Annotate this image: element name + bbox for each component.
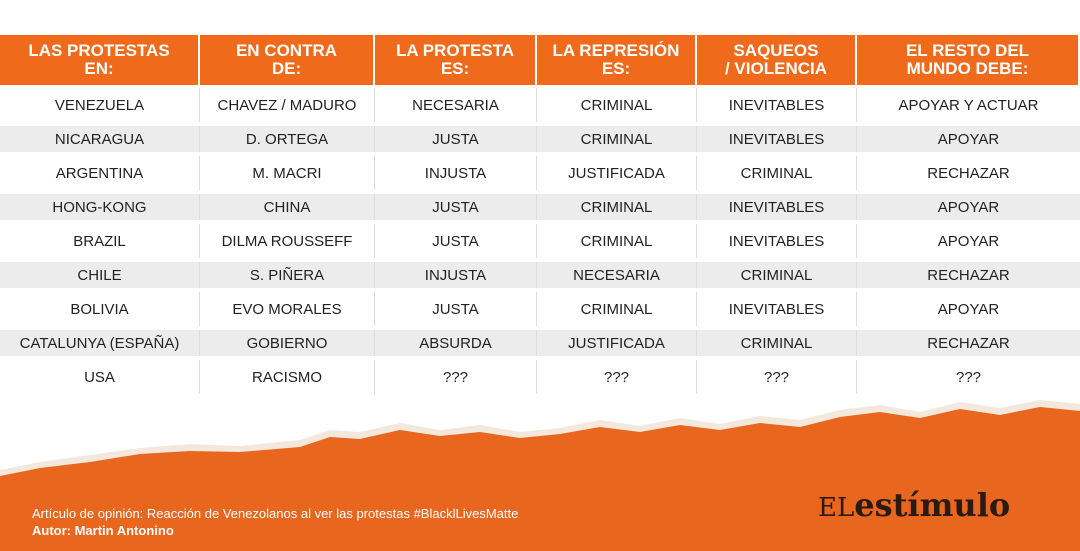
table-row: ARGENTINA M. MACRI INJUSTA JUSTIFICADA CRIMI… <box>0 156 1080 190</box>
column-header: LAS PROTESTAS EN: <box>0 35 200 85</box>
table-cell: CRIMINAL <box>537 194 697 220</box>
table-row: USA RACISMO???????????? <box>0 360 1080 394</box>
table-cell: CRIMINAL <box>697 262 857 288</box>
table-row: CATALUNYA (ESPAÑA) GOBIERNO ABSURDA JUSTIFI… <box>0 330 1080 356</box>
table-cell: CRIMINAL <box>537 126 697 152</box>
table-cell: JUSTA <box>375 224 537 258</box>
table-cell: BRAZIL <box>0 224 200 258</box>
table-cell: VENEZUELA <box>0 88 200 122</box>
table-cell: JUSTA <box>375 126 537 152</box>
table-cell: BOLIVIA <box>0 292 200 326</box>
table-row: HONG-KONG CHINA JUSTA CRIMINAL INEVITABLES AP… <box>0 194 1080 220</box>
article-note: Artículo de opinión: Reacción de Venezol… <box>32 506 519 521</box>
column-header: LA REPRESIÓN ES: <box>537 35 697 85</box>
column-header: EN CONTRA DE: <box>200 35 375 85</box>
table-cell: RECHAZAR <box>927 164 1010 182</box>
table-cell: JUSTIFICADA <box>537 156 697 190</box>
table-cell: INEVITABLES <box>697 126 857 152</box>
table-cell: CHAVEZ / MADURO <box>200 88 375 122</box>
table-row: BOLIVIA EVO MORALES JUSTA CRIMINAL INEVITABL… <box>0 292 1080 326</box>
logo: ELestímulo, <box>818 486 1022 524</box>
table-row: CHILE S. PIÑERA INJUSTA NECESARIA CRIMINAL RE… <box>0 262 1080 288</box>
column-header: LA PROTESTA ES: <box>375 35 537 85</box>
table-cell: ARGENTINA <box>0 156 200 190</box>
table-cell: APOYAR <box>937 300 1000 318</box>
table-cell: JUSTIFICADA <box>537 330 697 356</box>
table-cell: NECESARIA <box>537 262 697 288</box>
author: Autor: Martin Antonino <box>32 523 174 538</box>
table-cell: APOYAR <box>937 232 1000 250</box>
table-cell: DILMA ROUSSEFF <box>200 224 375 258</box>
table-row: BRAZIL DILMA ROUSSEFF JUSTA CRIMINAL INEVITA… <box>0 224 1080 258</box>
table-cell: CATALUNYA (ESPAÑA) <box>0 330 200 356</box>
table-cell: CRIMINAL <box>537 292 697 326</box>
table-cell: M. MACRI <box>200 156 375 190</box>
table-cell: JUSTA <box>375 292 537 326</box>
logo-prefix: EL <box>818 493 855 523</box>
table-cell: CRIMINAL <box>537 224 697 258</box>
table-cell: RACISMO <box>200 360 375 394</box>
table-cell: APOYAR <box>937 198 1000 216</box>
table-cell: RECHAZAR <box>927 334 1010 352</box>
table-cell: INEVITABLES <box>697 194 857 220</box>
table-cell: USA <box>0 360 200 394</box>
table-cell: INEVITABLES <box>697 292 857 326</box>
column-header: SAQUEOS / VIOLENCIA <box>697 35 857 85</box>
table-cell: CHINA <box>200 194 375 220</box>
table-cell: JUSTA <box>375 194 537 220</box>
table-cell: ??? <box>697 360 857 394</box>
table-cell: ??? <box>955 368 982 386</box>
table-cell: ??? <box>375 360 537 394</box>
table-row: NICARAGUA D. ORTEGA JUSTA CRIMINAL INEVITABL… <box>0 126 1080 152</box>
table-cell: NECESARIA <box>375 88 537 122</box>
table-cell: S. PIÑERA <box>200 262 375 288</box>
table-cell: CRIMINAL <box>537 88 697 122</box>
table-cell: HONG-KONG <box>0 194 200 220</box>
table-cell: INEVITABLES <box>697 224 857 258</box>
table-cell: CRIMINAL <box>697 156 857 190</box>
table-cell: CHILE <box>0 262 200 288</box>
table-cell: CRIMINAL <box>697 330 857 356</box>
table-cell: INJUSTA <box>375 262 537 288</box>
table-cell: INEVITABLES <box>697 88 857 122</box>
table-cell: NICARAGUA <box>0 126 200 152</box>
logo-name: estímulo <box>854 486 1011 524</box>
table-cell: INJUSTA <box>375 156 537 190</box>
table-cell: APOYAR Y ACTUAR <box>898 96 1039 114</box>
table-cell: GOBIERNO <box>200 330 375 356</box>
table-row: VENEZUELA CHAVEZ / MADURO NECESARIA CRIMINA… <box>0 88 1080 122</box>
table-cell: RECHAZAR <box>927 266 1010 284</box>
column-header: EL RESTO DEL MUNDO DEBE: <box>857 35 1080 85</box>
table-cell: ??? <box>537 360 697 394</box>
table-cell: EVO MORALES <box>200 292 375 326</box>
table-cell: APOYAR <box>937 130 1000 148</box>
table-cell: ABSURDA <box>375 330 537 356</box>
table-cell: D. ORTEGA <box>200 126 375 152</box>
